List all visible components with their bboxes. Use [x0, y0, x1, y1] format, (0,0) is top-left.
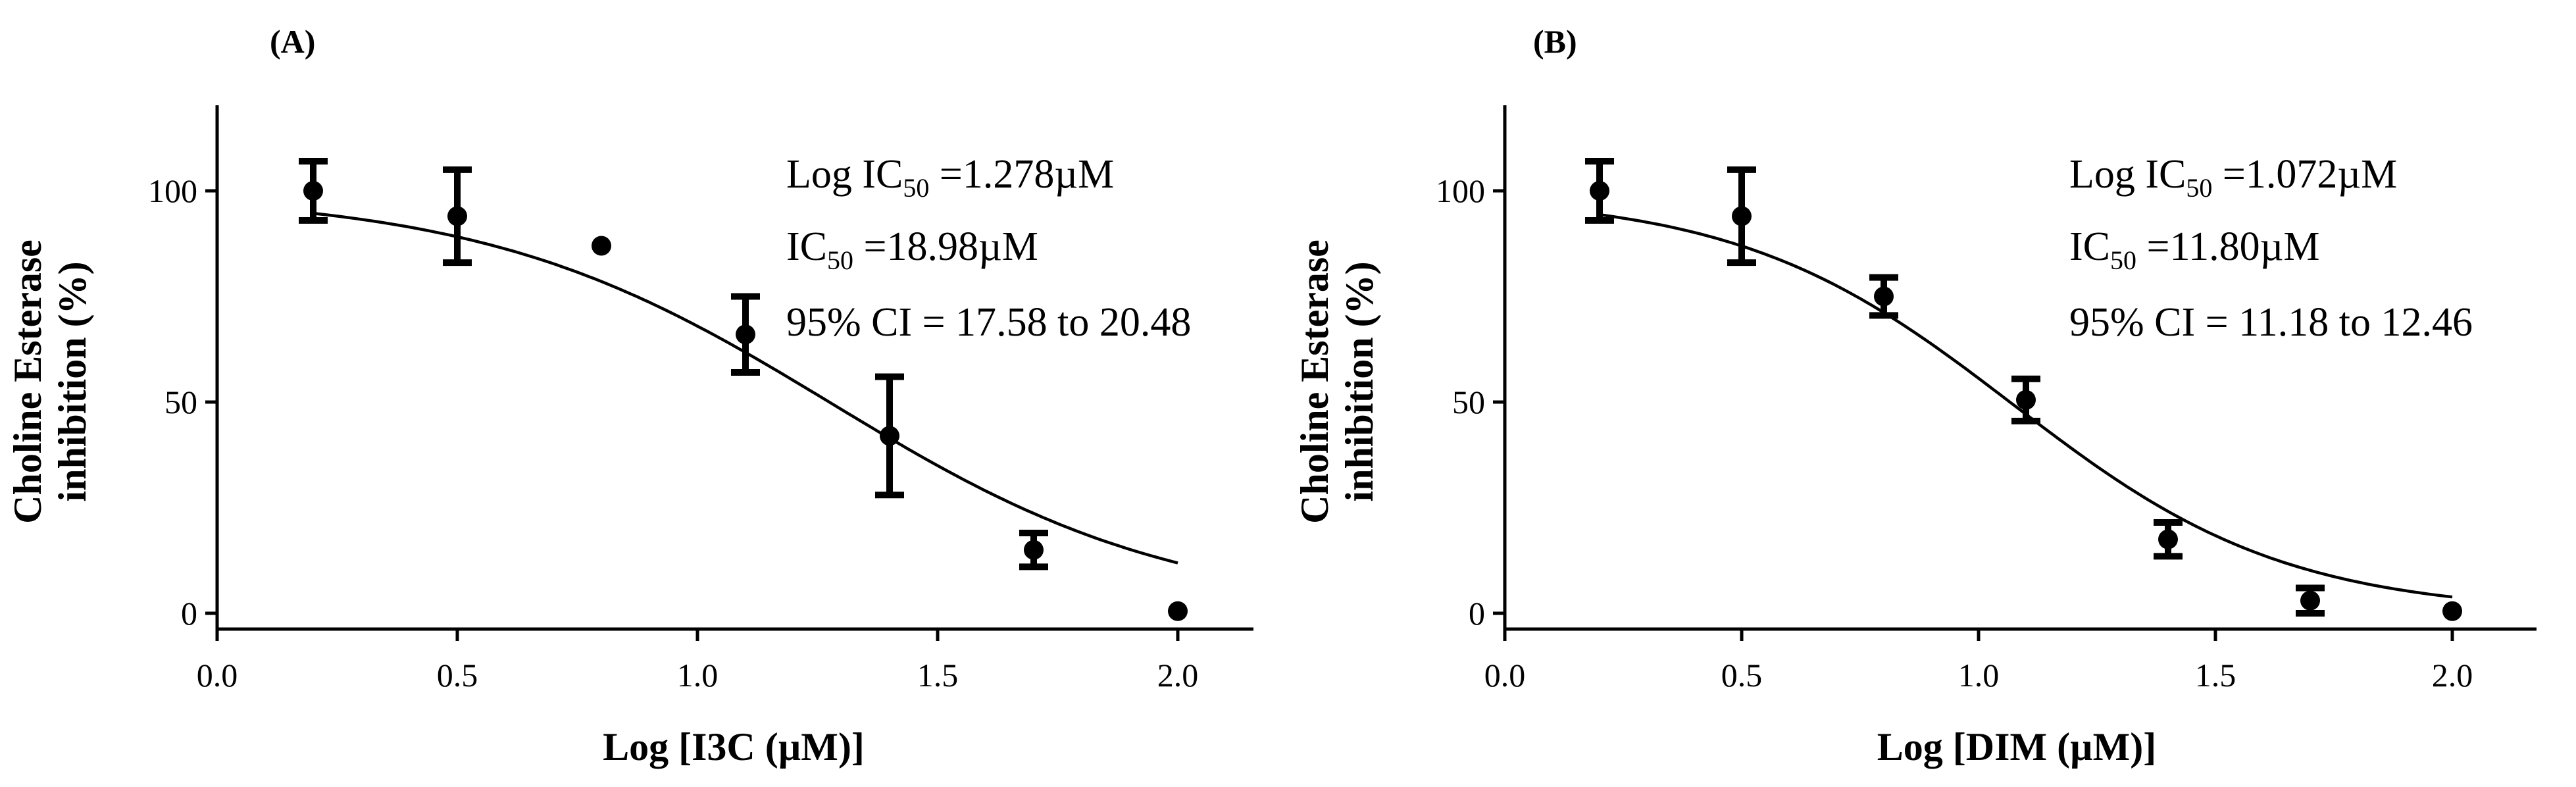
panel-b-data-point — [1590, 181, 1609, 201]
panel-b-ticks: 0.0 0.5 1.0 1.5 2.0 0 50 100 — [1436, 172, 2473, 694]
panel-b-y-axis-title: Choline Esterase inhibition (%) — [1293, 240, 1381, 524]
panel-a-y-title-line2: inhibition (%) — [51, 261, 94, 501]
panel-b-data-point — [1874, 286, 1894, 307]
panel-b-x-tick-label: 1.5 — [2195, 657, 2236, 694]
panel-b-x-tick-label: 1.0 — [1958, 657, 2000, 694]
panel-b: (B) 0.0 0.5 1.0 1.5 2.0 0 50 100 Choline Estera… — [1293, 23, 2537, 769]
panel-b-annotation-logic50: Log IC50 =1.072µM — [2069, 152, 2397, 203]
panel-b-label: (B) — [1533, 23, 1577, 60]
panel-b-annotation: Log IC50 =1.072µM IC50 =11.80µM 95% CI =… — [2069, 152, 2473, 345]
panel-a-x-tick-label: 1.0 — [677, 657, 719, 694]
panel-b-y-title-line1: Choline Esterase — [1293, 240, 1336, 524]
panel-a-annotation-ci: 95% CI = 17.58 to 20.48 — [786, 300, 1191, 345]
panel-a-data-point — [303, 181, 323, 201]
panel-b-y-title-line2: inhibition (%) — [1338, 261, 1381, 501]
panel-a-x-axis-title: Log [I3C (µM)] — [603, 725, 865, 769]
panel-a-x-tick-label: 2.0 — [1157, 657, 1199, 694]
panel-a-y-tick-label: 50 — [164, 384, 197, 420]
panel-a-annotation-ic50: IC50 =18.98µM — [786, 224, 1038, 275]
panel-a-y-tick-label: 0 — [181, 595, 197, 632]
panel-b-x-axis-title: Log [DIM (µM)] — [1877, 725, 2156, 769]
panel-a-annotation-logic50: Log IC50 =1.278µM — [786, 152, 1114, 203]
panel-b-y-tick-label: 0 — [1469, 595, 1485, 632]
panel-a-x-tick-label: 0.0 — [197, 657, 238, 694]
panel-a-ticks: 0.0 0.5 1.0 1.5 2.0 0 50 100 — [148, 172, 1198, 694]
panel-b-x-tick-label: 2.0 — [2432, 657, 2473, 694]
panel-b-x-tick-label: 0.5 — [1721, 657, 1763, 694]
panel-a-label: (A) — [270, 23, 315, 60]
panel-b-annotation-ci: 95% CI = 11.18 to 12.46 — [2069, 300, 2473, 345]
panel-a-data-point — [880, 426, 899, 446]
panel-b-data-point — [1732, 206, 1752, 226]
panel-a-x-tick-label: 0.5 — [437, 657, 478, 694]
panel-a-data-point — [447, 206, 467, 226]
panel-b-data-point — [2300, 590, 2320, 611]
panel-b-annotation-ic50: IC50 =11.80µM — [2069, 224, 2320, 275]
panel-b-y-tick-label: 100 — [1436, 172, 1485, 209]
panel-a-data-point — [1024, 540, 1044, 560]
panel-b-x-tick-label: 0.0 — [1484, 657, 1526, 694]
panel-b-plot — [1585, 158, 2462, 621]
panel-a-y-title-line1: Choline Esterase — [6, 240, 49, 524]
panel-a-x-tick-label: 1.5 — [917, 657, 959, 694]
panel-a-y-tick-label: 100 — [148, 172, 197, 209]
panel-b-data-point — [2016, 390, 2036, 410]
panel-b-y-tick-label: 50 — [1452, 384, 1485, 420]
panel-a-data-point — [736, 324, 755, 345]
panel-b-data-point — [2158, 529, 2178, 549]
panel-a-plot — [299, 158, 1188, 621]
panel-a: (A) 0.0 0.5 1.0 1.5 2.0 0 50 100 Choline Estera… — [6, 23, 1253, 769]
panel-a-annotation: Log IC50 =1.278µM IC50 =18.98µM 95% CI =… — [786, 152, 1191, 345]
panel-a-data-point — [1168, 601, 1188, 621]
panel-a-data-point — [592, 236, 611, 256]
panel-b-data-point — [2442, 601, 2462, 621]
panel-a-y-axis-title: Choline Esterase inhibition (%) — [6, 240, 94, 524]
